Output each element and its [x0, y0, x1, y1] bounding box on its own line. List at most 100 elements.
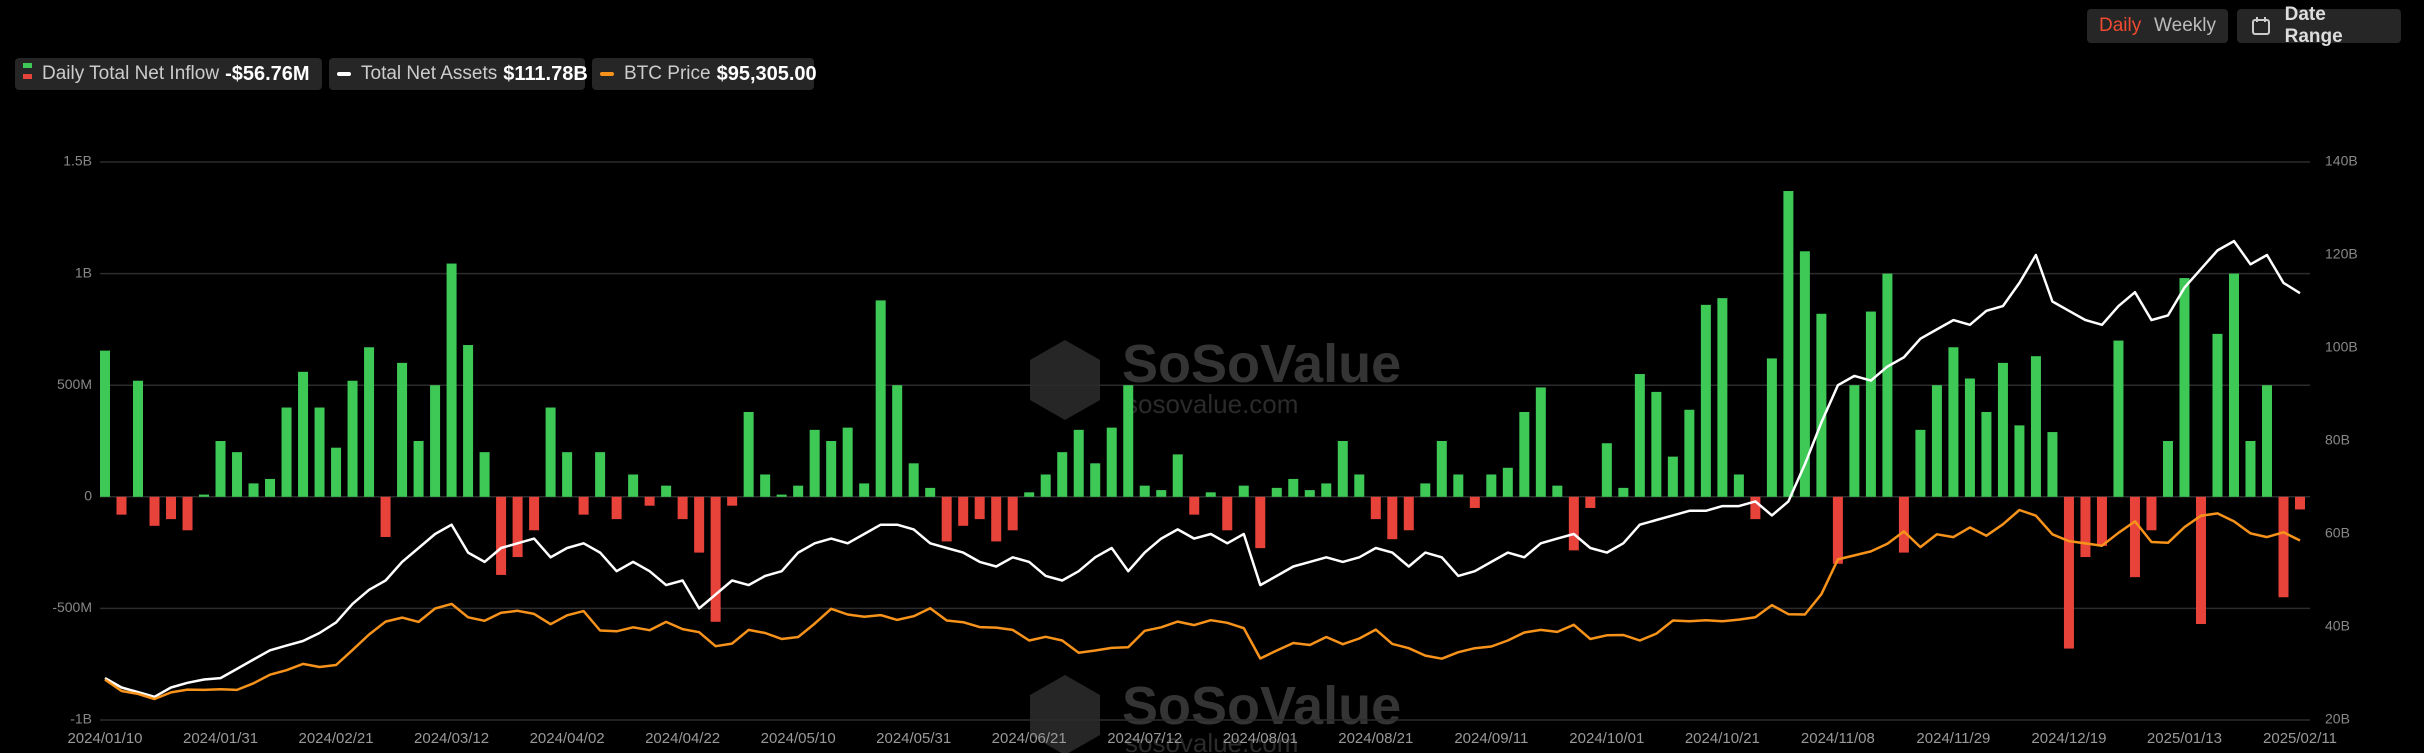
bar: [1007, 496, 1018, 531]
bar: [1040, 474, 1051, 497]
bar: [2096, 496, 2107, 546]
bar: [1799, 251, 1810, 497]
bar: [1321, 483, 1332, 497]
bar: [2014, 425, 2025, 497]
daily-button[interactable]: Daily: [2099, 15, 2142, 36]
bar: [496, 496, 507, 575]
bar: [2047, 432, 2058, 497]
bar: [1601, 443, 1612, 497]
bar: [512, 496, 523, 558]
bar: [2195, 496, 2206, 625]
x-tick-label: 2024/11/08: [1801, 730, 1875, 747]
x-tick-label: 2024/01/10: [67, 730, 142, 747]
x-tick-label: 2024/05/10: [761, 730, 836, 747]
bar: [2278, 496, 2289, 598]
x-tick-label: 2024/07/12: [1107, 730, 1182, 747]
bar: [1981, 411, 1992, 497]
bar: [1717, 298, 1728, 497]
date-range-label: Date Range: [2284, 4, 2343, 47]
bar: [1519, 411, 1530, 497]
legend-icon: [23, 52, 32, 96]
bar: [743, 411, 754, 497]
bar: [1700, 304, 1711, 497]
bar: [710, 496, 721, 622]
bar: [875, 300, 886, 497]
bar: [1288, 478, 1299, 497]
bar: [611, 496, 622, 520]
legend-item[interactable]: BTC Price $95,305.00: [592, 58, 817, 90]
watermark-brand: SoSoValue: [1122, 676, 1401, 736]
bar: [1238, 485, 1249, 497]
bar: [1255, 496, 1266, 549]
legend-item[interactable]: Daily Total Net Inflow -$56.76M: [15, 58, 322, 90]
y2-tick-label: 120B: [2325, 246, 2358, 262]
bar: [2295, 496, 2305, 510]
bar: [545, 407, 556, 497]
bar: [1469, 496, 1480, 508]
y-tick-label: -500M: [52, 599, 92, 615]
bar: [1057, 452, 1068, 497]
bar: [661, 485, 672, 497]
bar: [1766, 358, 1777, 497]
bar: [1387, 496, 1398, 540]
bar: [2212, 333, 2223, 497]
line-1: [104, 239, 2301, 699]
bar: [281, 407, 292, 497]
x-tick-label: 2024/10/01: [1569, 730, 1644, 747]
x-tick-label: 2024/06/21: [992, 730, 1067, 747]
line-2: [104, 508, 2301, 701]
bar: [908, 463, 919, 497]
bar: [166, 496, 177, 520]
legend-value: $95,305.00: [716, 62, 817, 85]
interval-switch: Daily Weekly: [2087, 9, 2228, 43]
x-tick-label: 2025/01/13: [2147, 730, 2222, 747]
bar: [1156, 490, 1167, 497]
legend-icon: [600, 63, 614, 85]
bar: [1123, 385, 1134, 497]
bar: [314, 407, 325, 497]
bar: [941, 496, 952, 542]
date-range-button[interactable]: Date Range: [2237, 4, 2401, 47]
bar: [298, 371, 309, 497]
bar: [1205, 492, 1216, 497]
watermark-logo: [1030, 675, 1100, 753]
y-tick-label: 1B: [75, 264, 92, 280]
bar: [1139, 485, 1150, 497]
bar: [182, 496, 193, 531]
bar: [1733, 474, 1744, 497]
bar: [2080, 496, 2091, 558]
watermark-brand: SoSoValue: [1122, 334, 1401, 394]
bar: [809, 429, 820, 497]
x-tick-label: 2024/05/31: [876, 730, 951, 747]
bar: [958, 496, 969, 526]
bar: [727, 496, 738, 506]
weekly-button[interactable]: Weekly: [2154, 15, 2216, 36]
bar: [1849, 385, 1860, 497]
bar: [1106, 427, 1117, 497]
bar: [347, 380, 358, 497]
bar: [925, 487, 936, 497]
x-tick-label: 2024/01/31: [183, 730, 258, 747]
bar: [859, 483, 870, 497]
bar: [826, 441, 837, 497]
bar: [1552, 485, 1563, 497]
x-tick-label: 2024/11/29: [1916, 730, 1990, 747]
x-tick-label: 2024/03/12: [414, 730, 489, 747]
bar: [2030, 356, 2041, 497]
y2-tick-label: 100B: [2325, 339, 2358, 355]
bar: [1816, 313, 1827, 497]
x-tick-label: 2024/12/19: [2031, 730, 2106, 747]
y2-tick-label: 20B: [2325, 711, 2350, 727]
bar: [1354, 474, 1365, 497]
bar: [1585, 496, 1596, 508]
bar: [2129, 496, 2140, 578]
bar: [2063, 496, 2074, 649]
bar: [1948, 347, 1959, 497]
y-tick-label: -1B: [70, 711, 92, 727]
bar: [1568, 496, 1579, 551]
bar: [529, 496, 540, 531]
y2-tick-label: 40B: [2325, 618, 2350, 634]
watermark-url: sosovalue.com: [1125, 728, 1298, 753]
legend-item[interactable]: Total Net Assets $111.78B: [329, 58, 588, 90]
bar: [413, 441, 424, 497]
